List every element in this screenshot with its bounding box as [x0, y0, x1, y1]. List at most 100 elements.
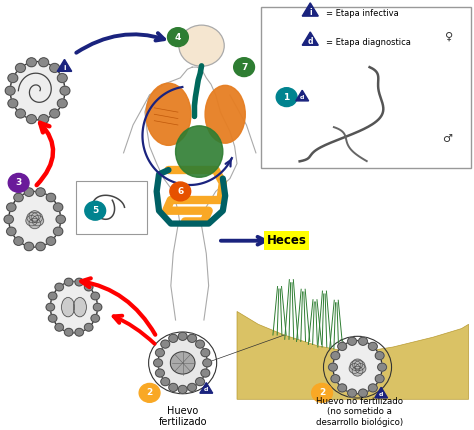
Circle shape: [54, 203, 63, 212]
Text: ♂: ♂: [443, 134, 453, 144]
Circle shape: [55, 283, 64, 291]
Text: d: d: [300, 95, 304, 100]
Circle shape: [39, 58, 49, 67]
Text: = Etapa infectiva: = Etapa infectiva: [326, 9, 399, 18]
Ellipse shape: [50, 281, 98, 333]
Circle shape: [375, 352, 384, 359]
Ellipse shape: [73, 298, 86, 317]
Circle shape: [368, 342, 377, 350]
Circle shape: [8, 173, 29, 192]
Circle shape: [154, 359, 163, 367]
Text: 2: 2: [146, 388, 153, 397]
Circle shape: [50, 64, 60, 72]
Circle shape: [55, 323, 64, 331]
Ellipse shape: [158, 336, 207, 390]
Circle shape: [91, 292, 100, 300]
Text: 5: 5: [92, 206, 98, 215]
Circle shape: [7, 203, 16, 212]
Text: d: d: [308, 37, 313, 46]
Circle shape: [338, 384, 346, 392]
Circle shape: [29, 218, 40, 229]
Circle shape: [347, 337, 356, 345]
Circle shape: [27, 115, 36, 123]
Polygon shape: [296, 90, 309, 101]
Circle shape: [57, 74, 67, 83]
Circle shape: [93, 303, 102, 311]
Polygon shape: [237, 311, 469, 399]
Text: 3: 3: [16, 178, 22, 187]
Text: = Etapa diagnostica: = Etapa diagnostica: [326, 38, 411, 47]
Circle shape: [358, 389, 367, 397]
Circle shape: [178, 332, 187, 340]
Circle shape: [29, 211, 40, 221]
Circle shape: [161, 378, 170, 386]
Circle shape: [201, 369, 210, 377]
Circle shape: [75, 329, 83, 336]
Text: d: d: [379, 392, 383, 397]
Circle shape: [349, 364, 360, 373]
Circle shape: [31, 212, 43, 223]
Polygon shape: [302, 3, 318, 16]
Circle shape: [84, 283, 93, 291]
Text: 7: 7: [241, 63, 247, 72]
Circle shape: [139, 384, 160, 402]
Circle shape: [16, 64, 26, 72]
Circle shape: [26, 215, 37, 226]
Circle shape: [48, 314, 57, 322]
Circle shape: [352, 359, 363, 369]
Ellipse shape: [175, 126, 223, 177]
Circle shape: [331, 375, 340, 383]
Circle shape: [36, 188, 45, 197]
Circle shape: [178, 385, 187, 393]
Circle shape: [350, 361, 361, 371]
Circle shape: [54, 227, 63, 236]
Circle shape: [57, 99, 67, 108]
Circle shape: [203, 359, 212, 367]
Circle shape: [75, 278, 83, 286]
Circle shape: [170, 352, 195, 374]
Circle shape: [196, 340, 204, 348]
Ellipse shape: [10, 61, 65, 120]
Circle shape: [378, 363, 386, 371]
Circle shape: [188, 334, 197, 342]
Circle shape: [312, 384, 332, 402]
Circle shape: [85, 201, 106, 220]
Circle shape: [8, 74, 18, 83]
Circle shape: [167, 28, 188, 46]
Text: ♀: ♀: [445, 31, 453, 41]
Circle shape: [358, 337, 367, 345]
Circle shape: [50, 109, 60, 118]
Circle shape: [331, 352, 340, 359]
Text: 2: 2: [319, 388, 325, 397]
Circle shape: [179, 25, 224, 66]
Circle shape: [60, 86, 70, 95]
Ellipse shape: [333, 341, 382, 394]
Circle shape: [196, 378, 204, 386]
Circle shape: [155, 349, 164, 357]
Circle shape: [328, 363, 337, 371]
Circle shape: [4, 215, 13, 224]
Polygon shape: [375, 387, 388, 398]
Circle shape: [201, 349, 210, 357]
FancyBboxPatch shape: [76, 181, 147, 234]
Circle shape: [352, 366, 363, 376]
Text: i: i: [63, 65, 66, 71]
Text: Heces: Heces: [267, 234, 307, 247]
Ellipse shape: [146, 83, 191, 145]
Circle shape: [347, 389, 356, 397]
Circle shape: [169, 384, 178, 391]
Circle shape: [161, 340, 170, 348]
Circle shape: [276, 88, 297, 107]
Text: 6: 6: [177, 187, 183, 196]
Circle shape: [84, 323, 93, 331]
Circle shape: [234, 58, 255, 77]
Ellipse shape: [62, 298, 74, 317]
Circle shape: [8, 99, 18, 108]
Text: 4: 4: [175, 33, 181, 42]
Circle shape: [354, 361, 365, 371]
Circle shape: [24, 188, 34, 197]
Circle shape: [27, 212, 38, 223]
Circle shape: [46, 303, 55, 311]
Circle shape: [7, 227, 16, 236]
Text: i: i: [309, 8, 311, 17]
